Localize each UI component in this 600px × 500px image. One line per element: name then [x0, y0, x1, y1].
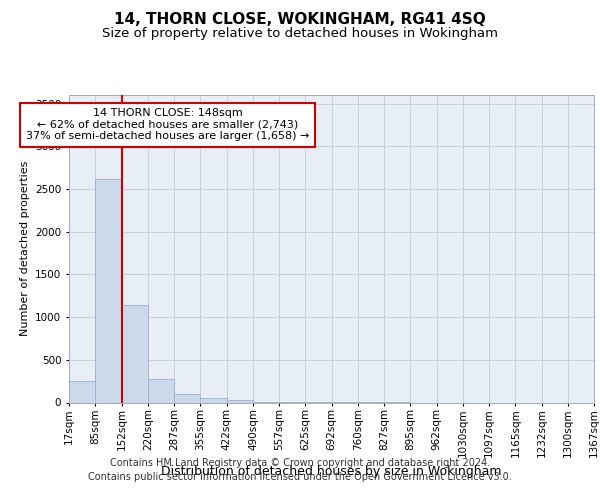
Bar: [69, 381, 95, 402]
Bar: [148, 379, 174, 402]
Text: Size of property relative to detached houses in Wokingham: Size of property relative to detached ho…: [102, 28, 498, 40]
Text: Contains HM Land Registry data © Crown copyright and database right 2024.: Contains HM Land Registry data © Crown c…: [110, 458, 490, 468]
Text: 14 THORN CLOSE: 148sqm
← 62% of detached houses are smaller (2,743)
37% of semi-: 14 THORN CLOSE: 148sqm ← 62% of detached…: [26, 108, 309, 142]
Text: Contains public sector information licensed under the Open Government Licence v3: Contains public sector information licen…: [88, 472, 512, 482]
X-axis label: Distribution of detached houses by size in Wokingham: Distribution of detached houses by size …: [161, 465, 502, 478]
Bar: [200, 398, 227, 402]
Bar: [227, 400, 253, 402]
Bar: [174, 394, 200, 402]
Y-axis label: Number of detached properties: Number of detached properties: [20, 161, 29, 336]
Bar: [95, 178, 121, 402]
Text: 14, THORN CLOSE, WOKINGHAM, RG41 4SQ: 14, THORN CLOSE, WOKINGHAM, RG41 4SQ: [114, 12, 486, 28]
Bar: [121, 305, 148, 402]
